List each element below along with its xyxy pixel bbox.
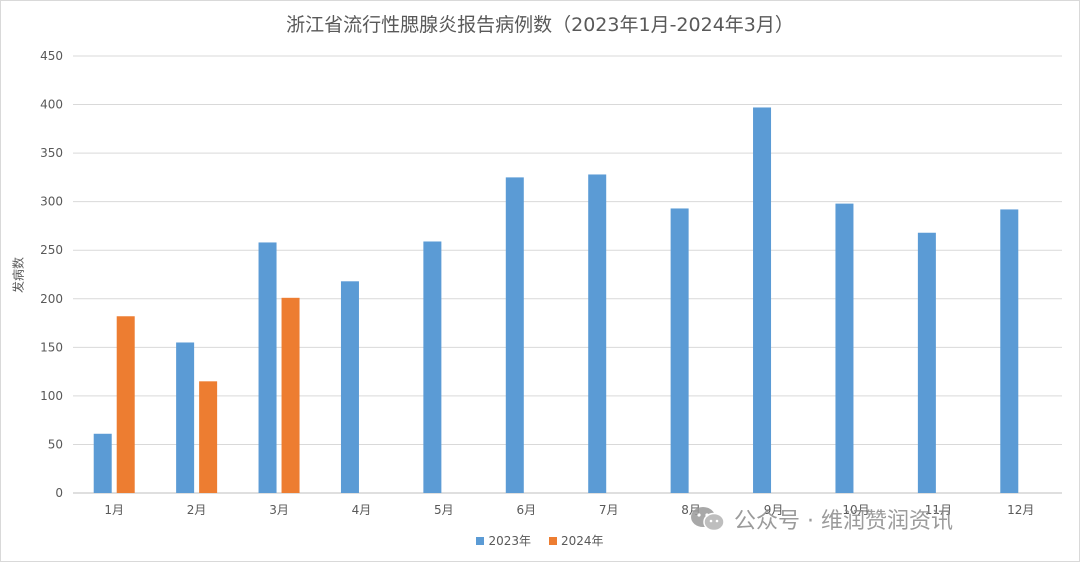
bar-2023年 bbox=[93, 433, 112, 493]
watermark: 公众号 · 维润赞润资讯 bbox=[690, 503, 953, 535]
bar-2023年 bbox=[505, 177, 524, 493]
bar-2023年 bbox=[588, 174, 607, 493]
bar-2023年 bbox=[176, 342, 195, 493]
legend-swatch-2023 bbox=[476, 536, 485, 545]
x-tick-label: 12月 bbox=[1007, 503, 1034, 517]
bar-2023年 bbox=[670, 208, 689, 493]
legend-label-2024: 2024年 bbox=[561, 534, 604, 548]
x-tick-label: 9月 bbox=[764, 503, 784, 517]
bar-2024年 bbox=[199, 381, 218, 493]
legend-item-2024: 2024年 bbox=[549, 532, 604, 549]
y-tick-label: 150 bbox=[40, 340, 63, 354]
y-tick-label: 450 bbox=[40, 49, 63, 63]
x-tick-label: 2月 bbox=[187, 503, 207, 517]
y-tick-label: 350 bbox=[40, 146, 63, 160]
x-tick-label: 5月 bbox=[434, 503, 454, 517]
watermark-text: 公众号 · 维润赞润资讯 bbox=[734, 509, 953, 534]
bar-2024年 bbox=[116, 316, 135, 493]
bar-2023年 bbox=[1000, 209, 1019, 494]
x-tick-label: 11月 bbox=[925, 503, 952, 517]
bar-2023年 bbox=[753, 107, 772, 494]
bar-2024年 bbox=[281, 297, 300, 493]
y-tick-label: 0 bbox=[55, 486, 63, 500]
x-tick-label: 7月 bbox=[599, 503, 619, 517]
x-tick-label: 6月 bbox=[516, 503, 536, 517]
y-tick-label: 100 bbox=[40, 389, 63, 403]
y-tick-label: 50 bbox=[48, 437, 63, 451]
legend: 2023年 2024年 bbox=[0, 532, 1080, 549]
y-tick-label: 200 bbox=[40, 292, 63, 306]
y-tick-label: 400 bbox=[40, 98, 63, 112]
bar-2023年 bbox=[917, 232, 936, 493]
y-tick-label: 300 bbox=[40, 195, 63, 209]
legend-swatch-2024 bbox=[549, 536, 557, 545]
chart-title: 浙江省流行性腮腺炎报告病例数（2023年1月-2024年3月） bbox=[286, 14, 794, 36]
bar-2023年 bbox=[423, 241, 442, 493]
bar-2023年 bbox=[835, 203, 854, 493]
y-tick-label: 250 bbox=[40, 243, 63, 257]
legend-item-2023: 2023年 bbox=[476, 532, 531, 549]
x-tick-label: 1月 bbox=[104, 503, 124, 517]
x-tick-label: 3月 bbox=[269, 503, 289, 517]
legend-label-2023: 2023年 bbox=[488, 534, 531, 548]
bar-2023年 bbox=[258, 242, 277, 493]
bar-2023年 bbox=[340, 281, 359, 493]
x-tick-label: 10月 bbox=[842, 503, 869, 517]
wechat-icon bbox=[691, 507, 725, 532]
x-tick-label: 4月 bbox=[352, 503, 372, 517]
